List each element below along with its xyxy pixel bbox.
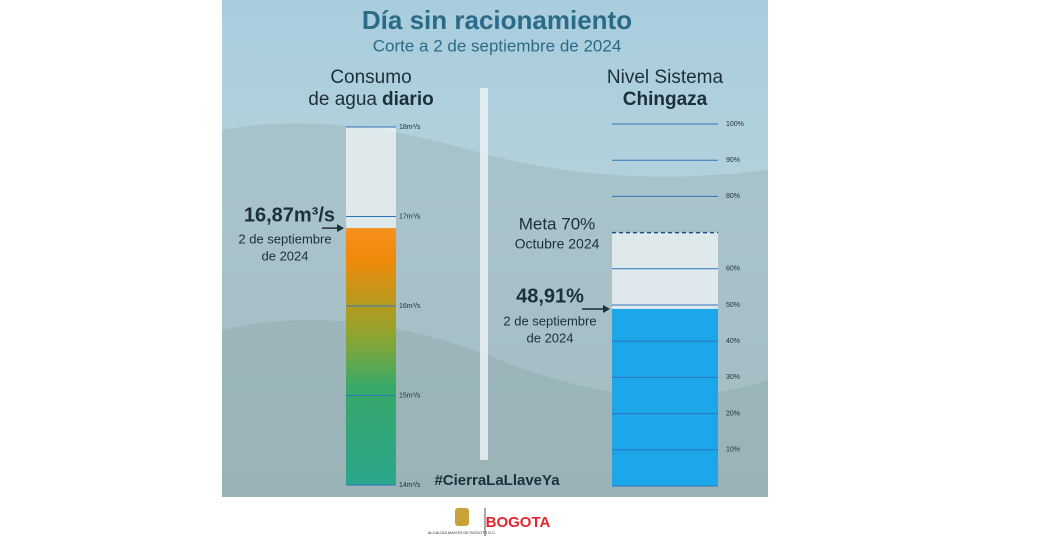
- annotation: de 2024: [262, 248, 309, 263]
- target-label: Meta 70%: [519, 214, 596, 233]
- y-tick-label: 16m³/s: [399, 303, 421, 310]
- target-label: Octubre 2024: [515, 236, 600, 252]
- y-tick-label: 10%: [726, 447, 740, 454]
- value-label: 16,87m³/s: [244, 204, 335, 226]
- y-tick-label: 15m³/s: [399, 392, 421, 399]
- chart-title-part: diario: [382, 89, 434, 110]
- annotation: de 2024: [527, 330, 574, 345]
- y-tick-label: 50%: [726, 302, 740, 309]
- chart-title: Nivel Sistema: [607, 67, 724, 88]
- y-tick-label: 40%: [726, 338, 740, 345]
- bar-empty: [612, 232, 718, 309]
- y-tick-label: 90%: [726, 157, 740, 164]
- value-arrow-head: [603, 304, 610, 313]
- shield-icon: [455, 508, 469, 526]
- y-tick-label: 18m³/s: [399, 124, 421, 131]
- y-tick-label: 80%: [726, 193, 740, 200]
- y-tick-label: 60%: [726, 266, 740, 273]
- annotation: 2 de septiembre: [503, 313, 596, 328]
- y-tick-label: 14m³/s: [399, 482, 421, 489]
- hashtag: #CierraLaLlaveYa: [434, 472, 560, 489]
- y-tick-label: 100%: [726, 121, 744, 128]
- bar: [612, 308, 718, 486]
- title: Día sin racionamiento: [362, 5, 632, 35]
- value-arrow-head: [337, 224, 344, 233]
- subtitle: Corte a 2 de septiembre de 2024: [373, 36, 622, 55]
- y-tick-label: 20%: [726, 410, 740, 417]
- chart-title: de agua diario: [308, 89, 433, 110]
- y-tick-label: 30%: [726, 374, 740, 381]
- divider: [480, 88, 488, 460]
- annotation: 2 de septiembre: [238, 231, 331, 246]
- chart-title: Consumo: [330, 67, 411, 88]
- chart-title-part: Chingaza: [623, 89, 708, 110]
- bar-empty: [346, 127, 396, 229]
- value-label: 48,91%: [516, 285, 584, 307]
- bar: [346, 228, 396, 485]
- y-tick-label: 17m³/s: [399, 213, 421, 220]
- chart-title-part: de agua: [308, 89, 377, 110]
- org-label: ALCALDÍA MAYOR DE BOGOTÁ D.C.: [428, 530, 497, 535]
- chart-title: Chingaza: [623, 89, 708, 110]
- logo: BOGOTA: [486, 514, 551, 531]
